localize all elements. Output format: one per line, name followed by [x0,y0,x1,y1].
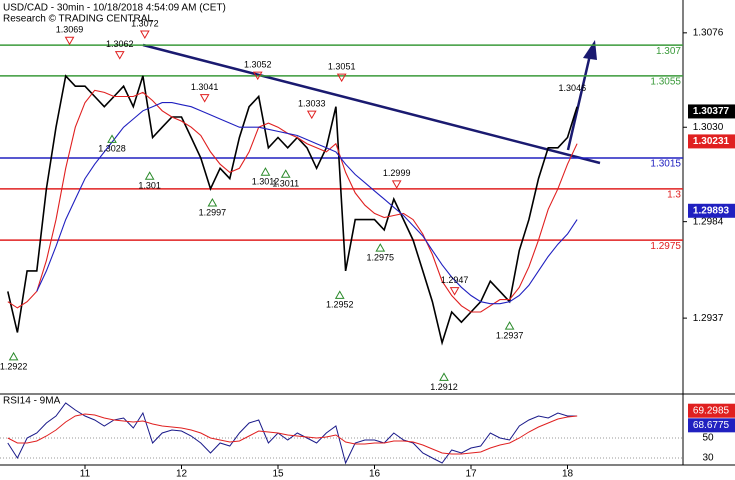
swing-low-marker [280,169,291,178]
price-marker [688,104,735,119]
swing-label: 1.3051 [328,62,356,72]
swing-label: 1.2999 [383,168,411,178]
swing-label: 1.3028 [98,144,126,154]
rsi-marker [688,403,735,418]
swing-high-marker [391,180,402,189]
level-label: 1.3 [667,189,681,200]
projection-arrow [566,54,592,151]
swing-label: 1.2975 [367,253,395,263]
swing-label: 1.3041 [191,82,219,92]
rsi-line [7,402,578,465]
target-label: 1.3046 [559,83,587,93]
swing-high-marker [306,110,317,120]
swing-high-marker [336,73,347,83]
chart-title: USD/CAD - 30min - 10/18/2018 4:54:09 AM … [3,3,226,14]
rsi-tick-label: 50 [702,433,714,444]
swing-label: 1.2997 [199,207,227,217]
y-tick-label: 1.2984 [693,216,724,227]
swing-high-marker [252,71,263,81]
swing-label: 1.2937 [496,330,524,340]
chart-subtitle: Research © TRADING CENTRAL [3,14,153,25]
x-tick-label: 12 [176,469,188,480]
swing-high-marker [64,36,75,46]
x-tick-label: 11 [80,469,91,480]
rsi-marker-label: 68.6775 [693,420,730,431]
level-label: 1.3055 [650,77,681,88]
swing-high-marker [199,94,210,103]
rsi-line [7,413,578,455]
moving-average [36,102,578,305]
swing-high-marker [139,30,150,40]
swing-high-marker [114,51,125,60]
swing-label: 1.3062 [106,39,134,49]
x-tick-label: 17 [465,469,477,480]
price-marker [688,134,735,149]
swing-label: 1.301 [138,181,161,191]
swing-low-marker [107,134,117,143]
swing-label: 1.3033 [298,98,326,108]
level-label: 1.307 [656,46,681,57]
swing-low-marker [8,351,19,361]
swing-low-marker [260,167,271,176]
swing-label: 1.3072 [131,18,159,28]
swing-label: 1.3011 [272,179,299,189]
swing-high-marker [449,287,460,296]
x-tick-label: 18 [562,469,574,480]
swing-label: 1.3012 [252,177,280,187]
swing-label: 1.3069 [56,25,84,35]
price-line [7,74,578,346]
swing-label: 1.2947 [441,275,469,285]
swing-label: 1.2922 [0,361,27,371]
price-marker-label: 1.29893 [693,205,730,216]
rsi-marker [688,418,735,433]
swing-label: 1.2912 [430,382,458,392]
trend-line [142,43,601,165]
swing-label: 1.2952 [326,300,354,310]
swing-low-marker [207,197,218,207]
swing-label: 1.3052 [244,59,272,69]
y-tick-label: 1.3076 [693,27,724,38]
swing-low-marker [504,321,515,330]
swing-low-marker [334,290,345,299]
rsi-marker-label: 69.2985 [693,405,730,416]
swing-low-marker [375,243,386,252]
rsi-tick-label: 30 [702,453,714,464]
rsi-title: RSI14 - 9MA [3,396,61,407]
moving-average [7,89,578,313]
level-label: 1.3015 [650,159,681,170]
price-marker-label: 1.30231 [693,136,730,147]
x-tick-label: 15 [272,469,284,480]
level-label: 1.2975 [650,241,681,252]
swing-low-marker [144,171,155,180]
x-tick-label: 16 [369,469,381,480]
swing-low-marker [439,372,449,381]
y-tick-label: 1.2937 [693,313,724,324]
price-marker [688,203,735,218]
price-marker-label: 1.30377 [693,106,730,117]
y-tick-label: 1.3030 [693,122,724,133]
